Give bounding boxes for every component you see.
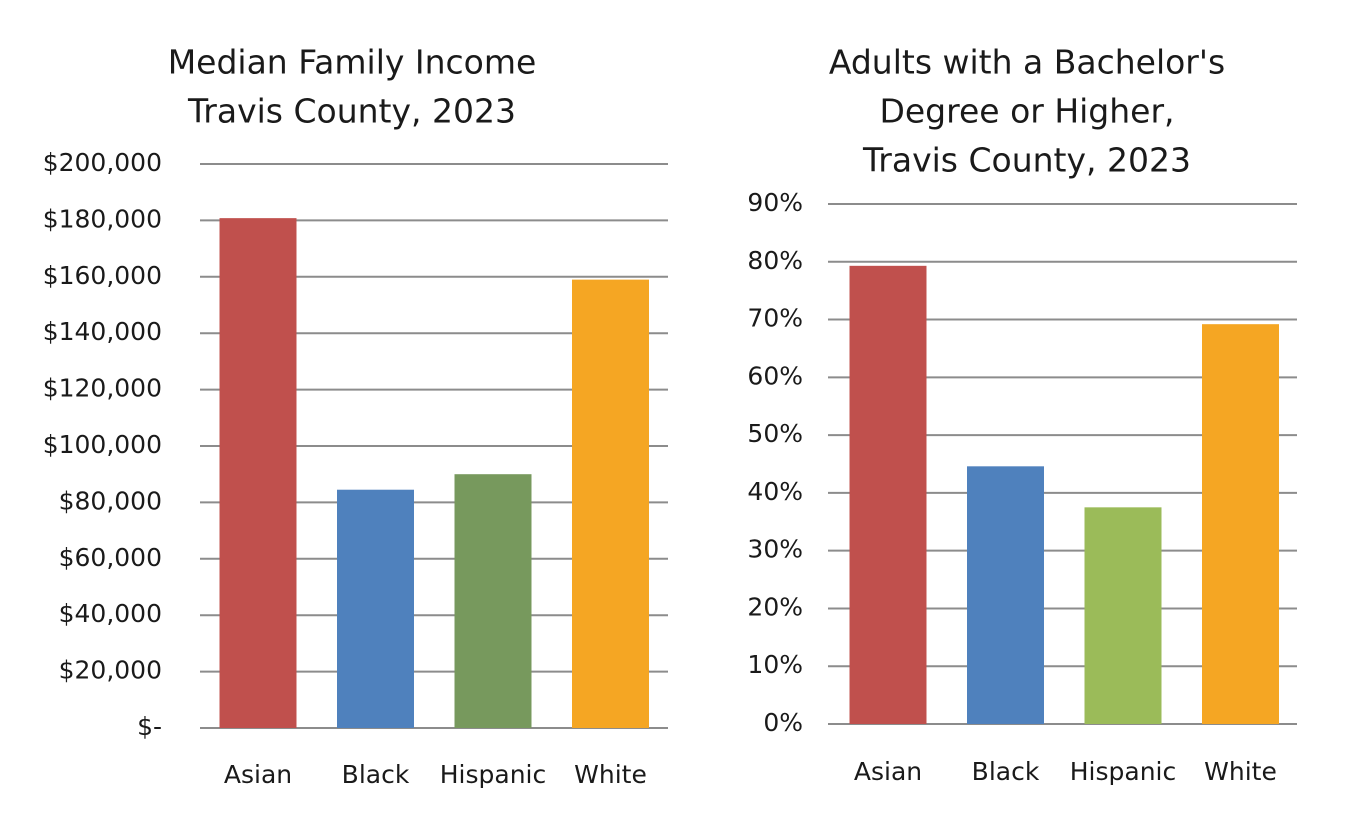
- y-tick-label: 70%: [747, 304, 803, 333]
- y-tick-label: 80%: [747, 246, 803, 275]
- chart-title-line: Travis County, 2023: [862, 141, 1191, 180]
- x-category-label: White: [1204, 757, 1277, 786]
- y-tick-label: $-: [137, 712, 162, 741]
- y-tick-label: 20%: [747, 592, 803, 621]
- bar: [454, 474, 532, 728]
- x-category-label: Black: [342, 760, 410, 789]
- y-tick-label: $180,000: [43, 204, 162, 233]
- y-tick-label: $80,000: [59, 486, 162, 515]
- bar: [219, 218, 297, 729]
- y-tick-label: $100,000: [43, 430, 162, 459]
- y-tick-label: $200,000: [43, 148, 162, 177]
- bar: [1084, 507, 1162, 724]
- x-category-label: Hispanic: [440, 760, 547, 789]
- bar: [572, 279, 649, 728]
- median-income-chart: Median Family Income Travis County, 2023 $…: [43, 43, 668, 789]
- y-tick-label: $20,000: [59, 656, 162, 685]
- y-tick-label: $160,000: [43, 261, 162, 290]
- chart-title-line: Median Family Income: [168, 43, 537, 82]
- y-tick-label: $120,000: [43, 374, 162, 403]
- y-tick-label: 50%: [747, 419, 803, 448]
- x-category-label: Hispanic: [1070, 757, 1177, 786]
- chart-title-line: Travis County, 2023: [187, 92, 516, 131]
- bar: [1202, 324, 1279, 724]
- y-tick-label: 90%: [747, 188, 803, 217]
- y-tick-label: 40%: [747, 477, 803, 506]
- y-tick-label: $40,000: [59, 599, 162, 628]
- x-category-label: White: [574, 760, 647, 789]
- bachelors-degree-chart: Adults with a Bachelor's Degree or Higher…: [747, 43, 1297, 786]
- y-tick-label: $140,000: [43, 317, 162, 346]
- x-category-label: Black: [972, 757, 1040, 786]
- y-tick-label: 0%: [763, 708, 803, 737]
- x-category-label: Asian: [224, 760, 292, 789]
- y-tick-label: $60,000: [59, 543, 162, 572]
- bar: [337, 489, 414, 728]
- bar: [967, 466, 1044, 724]
- y-tick-label: 10%: [747, 650, 803, 679]
- x-category-label: Asian: [854, 757, 922, 786]
- y-tick-label: 30%: [747, 535, 803, 564]
- chart-title-line: Adults with a Bachelor's: [829, 43, 1225, 82]
- chart-title-line: Degree or Higher,: [879, 92, 1174, 131]
- bar: [849, 265, 927, 724]
- y-tick-label: 60%: [747, 361, 803, 390]
